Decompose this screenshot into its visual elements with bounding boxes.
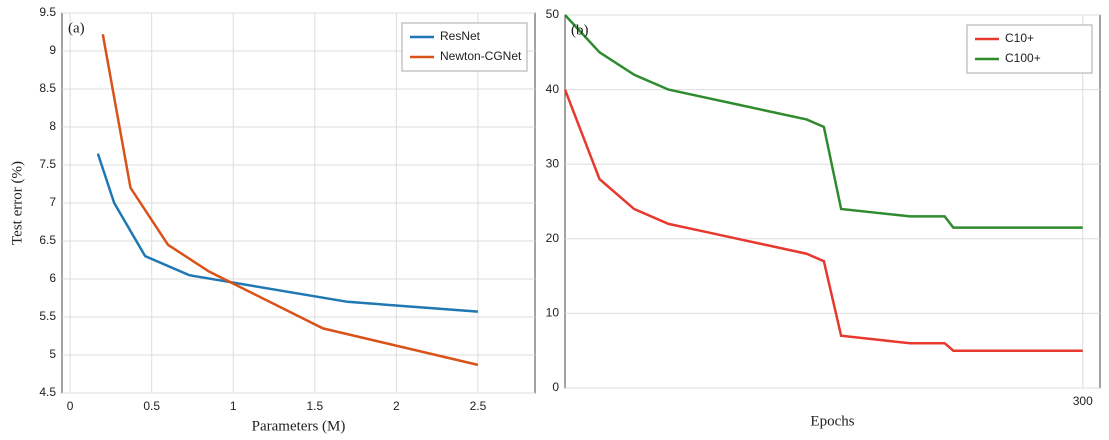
y-tick-label: 30 — [546, 156, 560, 170]
y-tick-label: 5 — [49, 347, 56, 361]
panel-label: (b) — [571, 22, 589, 38]
legend-label: C100+ — [1005, 51, 1041, 65]
y-tick-label: 5.5 — [39, 309, 56, 323]
y-tick-label: 8 — [49, 119, 56, 133]
figure: 4.5 5 5.5 6 6.5 7 7.5 8 8.5 9 9.5 0 0.5 1 1.5 2 2.5 ResNe… — [0, 0, 1109, 435]
x-tick-label: 1 — [230, 399, 237, 413]
x-tick-label: 0 — [67, 399, 74, 413]
y-tick-label: 20 — [546, 231, 560, 245]
y-tick-label: 4.5 — [39, 385, 56, 399]
y-tick-label: 7 — [49, 195, 56, 209]
x-tick-label: 0.5 — [143, 399, 160, 413]
x-axis-label: Parameters (M) — [252, 418, 346, 434]
y-tick-label: 8.5 — [39, 81, 56, 95]
legend-label: ResNet — [440, 29, 481, 43]
y-tick-label: 0 — [552, 380, 559, 394]
y-axis-label: Test error (%) — [9, 161, 25, 245]
x-tick-label: 1.5 — [306, 399, 323, 413]
y-tick-label: 6.5 — [39, 233, 56, 247]
x-tick-label: 2 — [393, 399, 400, 413]
panel-label: (a) — [68, 20, 85, 36]
legend-label: Newton-CGNet — [440, 49, 522, 63]
x-axis-label: Epochs — [810, 413, 854, 429]
x-tick-label: 300 — [1073, 394, 1093, 408]
y-tick-label: 9.5 — [39, 5, 56, 19]
y-tick-label: 10 — [546, 306, 560, 320]
x-tick-label: 2.5 — [470, 399, 487, 413]
y-tick-label: 9 — [49, 43, 56, 57]
y-tick-label: 6 — [49, 271, 56, 285]
legend-label: C10+ — [1005, 31, 1034, 45]
y-tick-label: 40 — [546, 82, 560, 96]
y-tick-label: 50 — [546, 7, 560, 21]
y-tick-label: 7.5 — [39, 157, 56, 171]
